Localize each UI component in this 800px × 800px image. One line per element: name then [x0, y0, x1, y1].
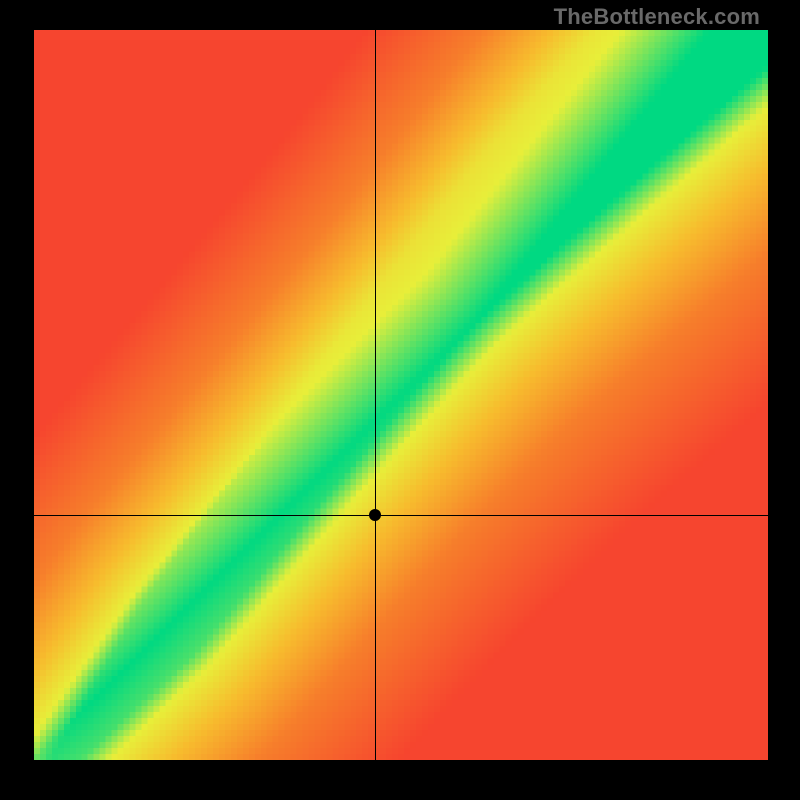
crosshair-horizontal — [34, 515, 768, 516]
marker-dot — [369, 509, 381, 521]
crosshair-vertical — [375, 30, 376, 760]
heatmap-plot-area — [34, 30, 768, 760]
watermark-text: TheBottleneck.com — [554, 4, 760, 30]
page-root: TheBottleneck.com — [0, 0, 800, 800]
heatmap-canvas — [34, 30, 768, 760]
